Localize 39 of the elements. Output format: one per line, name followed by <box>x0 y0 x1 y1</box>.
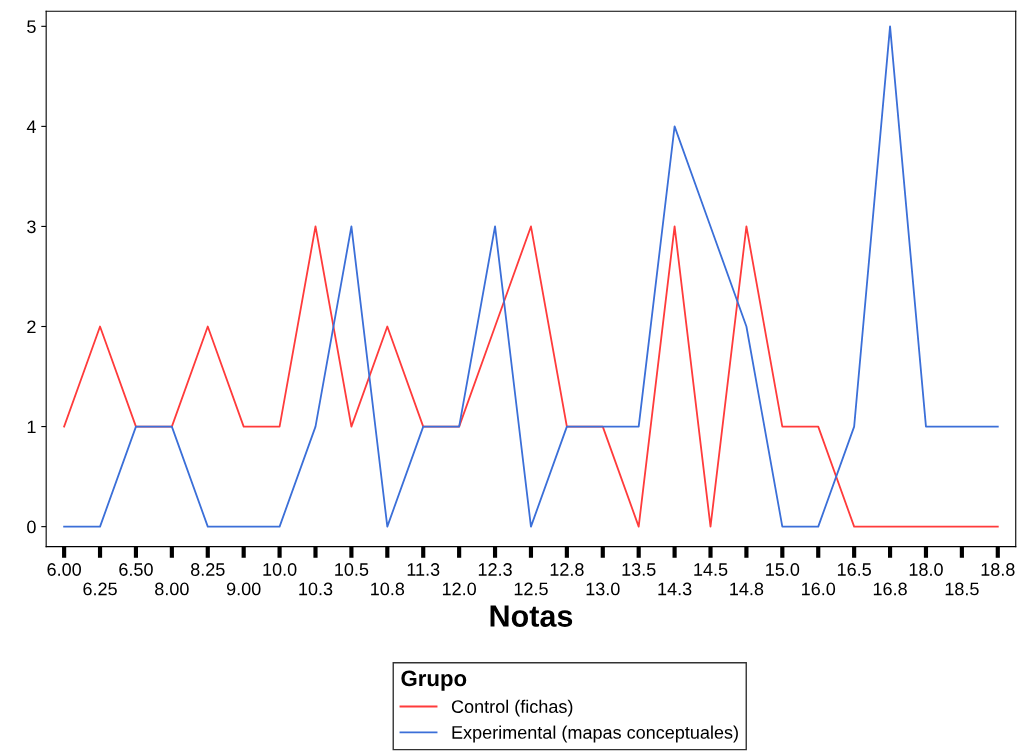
x-tick-label: 10.5 <box>335 563 369 576</box>
x-tick-label: 6.00 <box>47 563 81 576</box>
y-tick-label: 5 <box>27 20 36 34</box>
y-tick-label: 2 <box>27 320 36 334</box>
x-tick-label: 15.0 <box>766 563 800 576</box>
line-series <box>63 25 999 528</box>
line-series <box>63 225 999 528</box>
y-tick-label: 4 <box>26 120 36 133</box>
x-tick-label: 14.3 <box>658 582 692 596</box>
x-tick-label: 9.00 <box>226 582 261 596</box>
x-tick-label: 18.0 <box>909 563 943 576</box>
legend-title: Grupo <box>401 670 467 691</box>
x-tick-label: 14.8 <box>730 582 764 596</box>
x-tick-label: 6.50 <box>119 563 153 576</box>
x-axis-title: Notas <box>490 605 573 627</box>
x-tick-label: 12.5 <box>514 582 548 596</box>
x-tick-label: 10.8 <box>371 582 405 596</box>
y-tick-label: 1 <box>27 420 36 434</box>
x-tick-label: 16.5 <box>837 563 871 576</box>
x-tick-label: 10.0 <box>263 563 297 576</box>
x-tick-label: 12.8 <box>550 563 584 576</box>
legend-label: Experimental (mapas conceptuales) <box>452 725 738 743</box>
x-tick-label: 12.0 <box>442 582 476 596</box>
x-tick-label: 12.3 <box>478 563 512 576</box>
y-tick-label: 3 <box>27 220 36 234</box>
x-tick-label: 16.0 <box>802 582 836 596</box>
x-tick-label: 16.8 <box>873 582 907 596</box>
x-tick-label: 18.8 <box>981 563 1015 576</box>
x-tick-label: 11.3 <box>407 563 440 576</box>
legend-label: Control (fichas) <box>451 699 573 717</box>
y-tick-label: 0 <box>27 520 36 534</box>
x-tick-label: 8.25 <box>190 563 225 576</box>
x-tick-label: 10.3 <box>299 582 333 596</box>
x-tick-label: 6.25 <box>83 582 117 596</box>
x-tick-label: 18.5 <box>945 582 979 596</box>
x-tick-label: 8.00 <box>155 582 189 596</box>
x-tick-label: 13.5 <box>622 563 656 576</box>
x-tick-label: 14.5 <box>694 563 728 576</box>
x-tick-label: 13.0 <box>586 582 620 596</box>
